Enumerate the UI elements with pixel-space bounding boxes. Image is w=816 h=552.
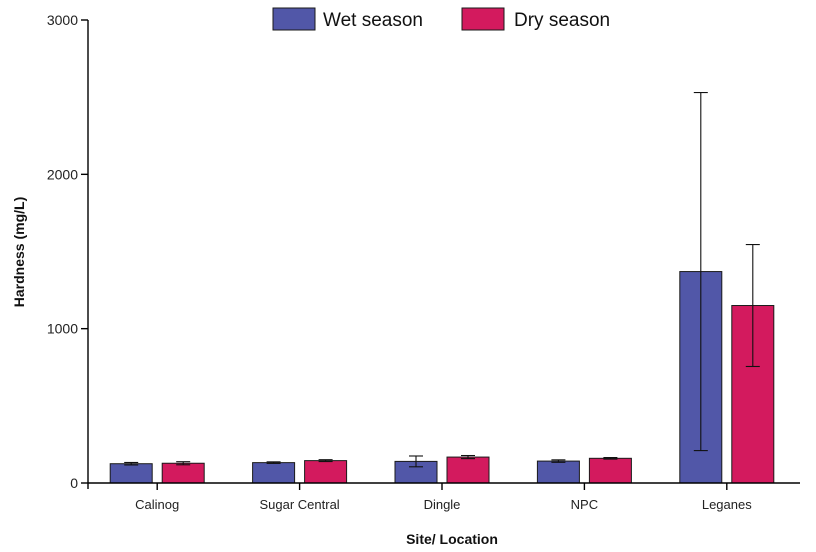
x-tick-label: NPC bbox=[571, 497, 598, 512]
x-tick-label: Dingle bbox=[424, 497, 461, 512]
x-tick-label: Sugar Central bbox=[259, 497, 339, 512]
bar-dry-season bbox=[446, 456, 490, 484]
y-tick-label: 0 bbox=[70, 475, 78, 491]
y-axis-title: Hardness (mg/L) bbox=[11, 197, 27, 307]
bar-dry-season bbox=[304, 460, 348, 484]
bar-wet-season bbox=[109, 463, 153, 484]
y-tick-label: 1000 bbox=[47, 321, 78, 337]
legend-label-wet-season: Wet season bbox=[323, 10, 423, 31]
y-tick-label: 3000 bbox=[47, 12, 78, 28]
y-tick-label: 2000 bbox=[47, 166, 78, 182]
bar-dry-season bbox=[588, 457, 632, 484]
axes-group: 0 1000 2000 3000 Calinog Sugar Central Dingle N… bbox=[47, 12, 800, 512]
bars-group bbox=[109, 271, 775, 484]
x-tick-label: Calinog bbox=[135, 497, 179, 512]
legend: Wet season Dry season bbox=[272, 7, 610, 31]
x-axis-title: Site/ Location bbox=[406, 531, 498, 547]
error-bars-group bbox=[124, 91, 760, 468]
bar-dry-season bbox=[161, 462, 205, 484]
bar-wet-season bbox=[536, 460, 580, 484]
legend-swatch-dry-season bbox=[461, 7, 505, 31]
bar-wet-season bbox=[252, 462, 296, 484]
legend-label-dry-season: Dry season bbox=[514, 10, 610, 31]
x-tick-label: Leganes bbox=[702, 497, 752, 512]
legend-swatch-wet-season bbox=[272, 7, 316, 31]
